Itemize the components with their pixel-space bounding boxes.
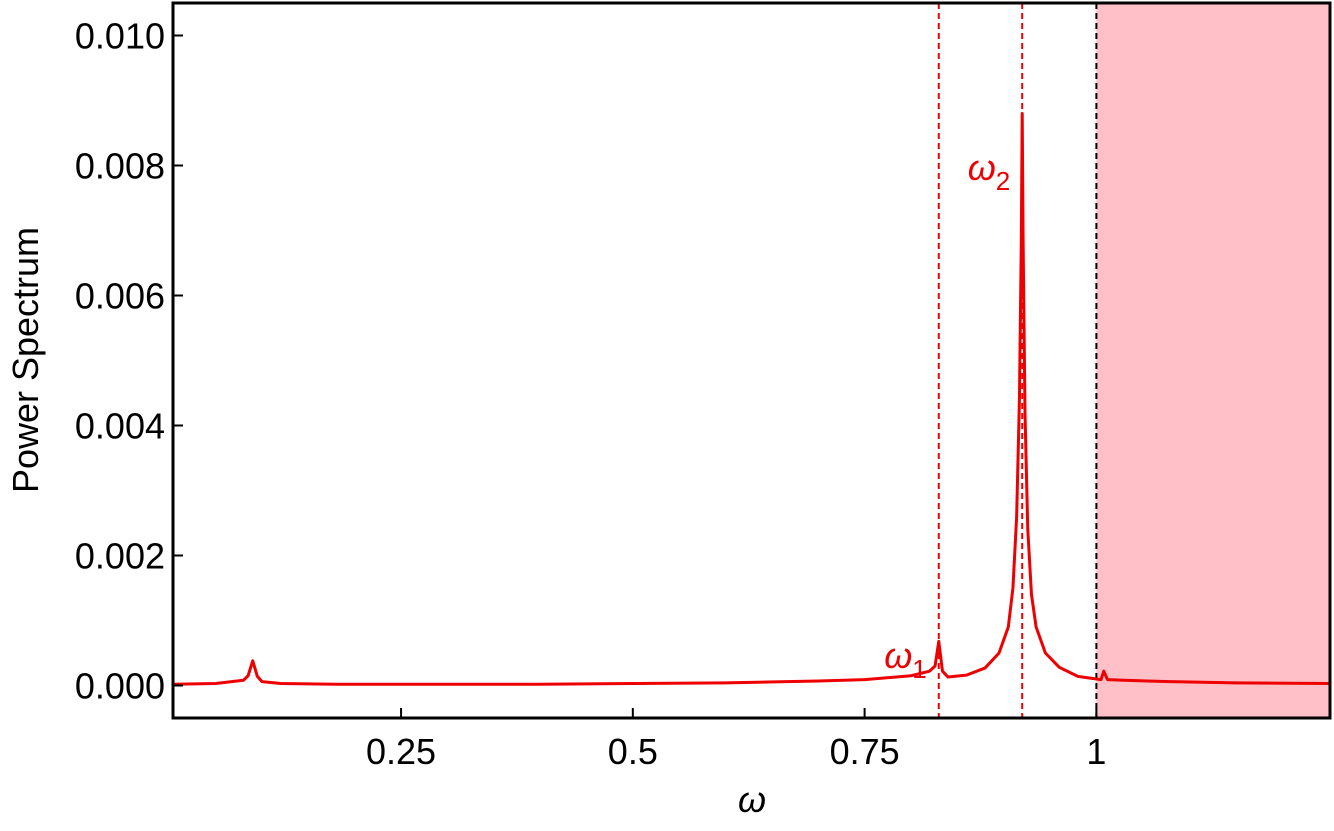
x-tick-label: 0.5 xyxy=(608,731,658,772)
shaded-region xyxy=(1096,3,1330,718)
reference-subscript: 2 xyxy=(996,166,1010,196)
reference-label: ω2 xyxy=(968,147,1011,196)
x-tick-label: 0.25 xyxy=(366,731,436,772)
plot-frame xyxy=(171,1,1332,720)
reference-subscript: 1 xyxy=(912,654,926,684)
x-axis-label: ω xyxy=(738,779,766,820)
reference-symbol: ω xyxy=(884,635,912,676)
spectrum-line xyxy=(172,112,1331,686)
y-tick-label: 0.006 xyxy=(75,276,165,317)
y-axis-label: Power Spectrum xyxy=(5,227,46,493)
reference-symbol: ω xyxy=(968,147,996,188)
reference-label: ω1 xyxy=(884,635,927,684)
y-tick-label: 0.004 xyxy=(75,406,165,447)
x-tick-label: 1 xyxy=(1086,731,1106,772)
x-tick-label: 0.75 xyxy=(830,731,900,772)
y-tick-label: 0.008 xyxy=(75,146,165,187)
y-tick-label: 0.010 xyxy=(75,16,165,57)
y-tick-label: 0.000 xyxy=(75,666,165,707)
y-tick-label: 0.002 xyxy=(75,536,165,577)
